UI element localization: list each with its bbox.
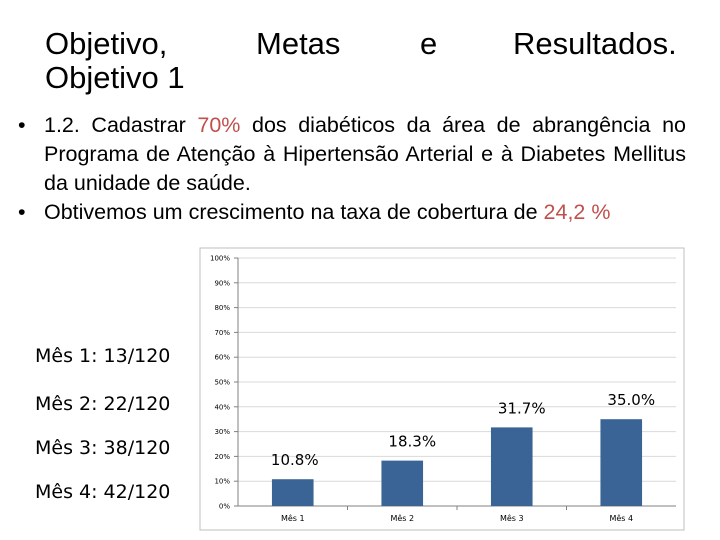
y-tick-label: 0%	[219, 503, 230, 511]
bar	[271, 479, 314, 506]
x-tick-label: Mês 4	[609, 513, 633, 523]
bullet-result: • Obtivemos um crescimento na taxa de co…	[18, 198, 686, 227]
y-tick-label: 70%	[214, 329, 230, 337]
bullet-goal: • 1.2. Cadastrar 70% dos diabéticos da á…	[18, 111, 686, 198]
y-tick-label: 20%	[214, 453, 230, 461]
y-tick-label: 40%	[214, 403, 230, 411]
title-word-2: Metas	[256, 26, 341, 61]
y-tick-label: 60%	[214, 354, 230, 362]
bullet-goal-text-1: 1.2. Cadastrar	[44, 113, 198, 137]
x-tick-label: Mês 2	[390, 513, 414, 523]
y-tick-label: 10%	[214, 478, 230, 486]
title-word-4: Resultados.	[513, 26, 677, 61]
bar	[490, 427, 533, 506]
x-tick-label: Mês 3	[500, 513, 524, 523]
bullet-result-highlight: 24,2 %	[543, 200, 611, 224]
title-word-3: e	[420, 26, 438, 61]
data-label: 10.8%	[271, 451, 319, 469]
month-1-count: Mês 1: 13/120	[35, 345, 171, 367]
bullet-goal-highlight: 70%	[197, 113, 241, 137]
bullet-list: • 1.2. Cadastrar 70% dos diabéticos da á…	[18, 111, 686, 227]
month-3-count: Mês 3: 38/120	[35, 437, 171, 459]
data-label: 35.0%	[607, 391, 655, 409]
data-label: 31.7%	[498, 399, 546, 417]
bullet-dot-icon: •	[18, 200, 26, 224]
data-label: 18.3%	[388, 433, 436, 451]
x-tick-label: Mês 1	[281, 513, 305, 523]
bullet-result-text: Obtivemos um crescimento na taxa de cobe…	[44, 200, 544, 224]
bar	[381, 460, 424, 506]
bullet-goal-text-2: dos diabéticos da área de abrangência no…	[44, 113, 686, 195]
bar	[600, 419, 643, 506]
y-tick-label: 50%	[214, 379, 230, 387]
y-tick-label: 90%	[214, 279, 230, 287]
title-line-2: Objetivo 1	[45, 60, 185, 95]
month-2-count: Mês 2: 22/120	[35, 393, 171, 415]
bullet-dot-icon: •	[18, 113, 26, 137]
y-tick-label: 100%	[210, 255, 230, 263]
y-tick-label: 30%	[214, 428, 230, 436]
title-word-1: Objetivo,	[45, 26, 168, 61]
month-4-count: Mês 4: 42/120	[35, 481, 171, 503]
y-tick-label: 80%	[214, 304, 230, 312]
